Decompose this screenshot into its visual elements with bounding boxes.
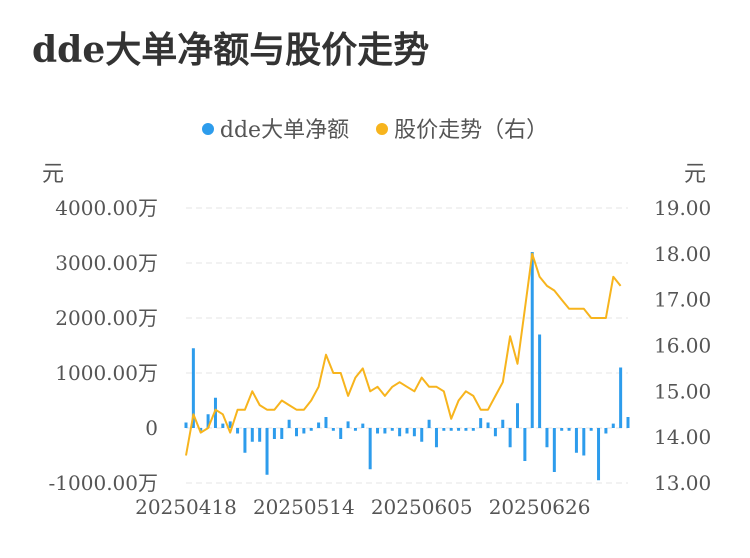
dde-bar — [574, 428, 578, 453]
dde-bar — [582, 428, 586, 456]
right-axis-tick-label: 18.00 — [654, 242, 711, 266]
dde-bar — [501, 419, 505, 428]
dde-bar — [493, 428, 497, 437]
dde-bar — [361, 423, 365, 428]
legend-item-dde[interactable]: dde大单净额 — [201, 112, 350, 144]
dde-bar — [221, 423, 225, 428]
x-axis-tick-label: 20250626 — [489, 495, 591, 519]
dde-bar — [589, 428, 593, 431]
legend-item-price[interactable]: 股价走势（右） — [376, 112, 548, 144]
dde-bar — [545, 428, 549, 448]
dde-bar — [508, 428, 512, 448]
dde-bar — [280, 428, 284, 439]
dde-bar — [398, 428, 402, 437]
legend-label-dde: dde大单净额 — [219, 118, 350, 143]
dde-bar — [295, 428, 298, 437]
right-axis-tick-label: 13.00 — [654, 471, 711, 495]
right-axis-tick-label: 15.00 — [654, 379, 711, 403]
dde-bar — [479, 418, 483, 428]
dde-bar — [442, 428, 446, 431]
dde-bar — [368, 428, 372, 470]
dde-bar — [243, 428, 247, 453]
dde-bar — [604, 428, 608, 434]
dde-bar — [228, 421, 232, 428]
dde-bar — [184, 422, 188, 428]
dde-bar — [383, 428, 387, 434]
dde-bar — [206, 414, 210, 428]
dde-bar — [611, 423, 615, 428]
legend-label-price: 股价走势（右） — [394, 118, 549, 143]
dde-bar — [236, 428, 240, 434]
dde-bar — [420, 428, 424, 442]
left-axis-tick-label: 1000.00万 — [55, 361, 158, 385]
dde-bar — [309, 428, 313, 431]
left-axis-unit: 元 — [42, 162, 65, 187]
x-axis-tick-label: 20250514 — [253, 495, 355, 519]
dde-bar — [324, 417, 328, 428]
dde-bar — [272, 428, 276, 439]
right-axis-tick-label: 19.00 — [654, 196, 711, 220]
dde-bar — [390, 428, 394, 431]
dde-bar — [287, 419, 291, 428]
price-line — [185, 252, 622, 456]
dde-bar — [412, 428, 416, 437]
dde-bar — [346, 421, 350, 428]
dde-bar — [538, 334, 542, 428]
right-axis-tick-label: 17.00 — [654, 288, 711, 312]
dde-bar — [530, 252, 534, 428]
dde-bar — [213, 397, 217, 428]
dde-bar — [597, 428, 601, 481]
dde-bar — [302, 428, 306, 434]
dde-bar — [405, 428, 409, 434]
left-axis-tick-label: 4000.00万 — [55, 196, 158, 220]
dde-bar — [427, 419, 431, 428]
x-axis-tick-label: 20250418 — [135, 495, 237, 519]
dde-bar — [265, 428, 269, 475]
x-axis-tick-label: 20250605 — [371, 495, 473, 519]
legend-marker-price — [376, 123, 389, 135]
dde-bar — [339, 428, 343, 439]
left-axis-tick-label: 0 — [145, 416, 158, 440]
dde-bar — [331, 428, 335, 431]
dde-bar — [516, 403, 519, 428]
dde-bar — [376, 428, 380, 434]
right-axis-tick-label: 16.00 — [654, 334, 711, 358]
dde-bar — [471, 428, 475, 431]
dde-bar — [567, 428, 571, 431]
dde-bar — [486, 422, 490, 428]
right-axis-unit: 元 — [684, 162, 707, 187]
dde-bar — [258, 428, 262, 442]
dde-bar — [353, 428, 357, 431]
dde-bar — [619, 367, 623, 428]
left-axis-tick-label: -1000.00万 — [49, 471, 158, 495]
dde-bar — [199, 428, 203, 431]
dde-bar — [317, 422, 321, 428]
page-title: dde大单净额与股价走势 — [32, 29, 430, 71]
dde-bar — [560, 428, 564, 431]
chart-legend: dde大单净额 股价走势（右） — [0, 112, 750, 144]
right-axis-tick-label: 14.00 — [654, 425, 711, 449]
dde-bar — [464, 428, 468, 431]
dde-bar — [250, 428, 254, 442]
dde-bar — [434, 428, 438, 448]
dde-bar — [449, 428, 453, 431]
dde-bar — [552, 428, 556, 472]
dde-bar — [191, 348, 195, 428]
dde-bar — [457, 428, 461, 431]
dde-bar — [626, 417, 630, 428]
dde-bar — [523, 428, 527, 461]
legend-marker-dde — [201, 123, 214, 135]
left-axis-tick-label: 2000.00万 — [55, 306, 158, 330]
left-axis-tick-label: 3000.00万 — [55, 251, 158, 275]
